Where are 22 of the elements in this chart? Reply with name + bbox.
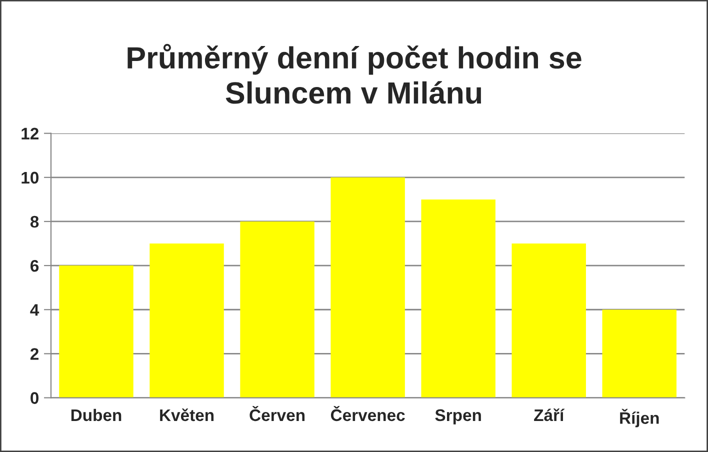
x-tick-label: Duben <box>71 408 122 422</box>
bar <box>512 244 586 398</box>
bar <box>59 266 134 398</box>
y-tick-label: 0 <box>30 392 38 404</box>
y-tick-label: 8 <box>30 216 39 228</box>
x-tick-label: Srpen <box>435 409 481 424</box>
y-tick-label: 4 <box>30 304 40 316</box>
y-tick-label: 12 <box>22 128 39 140</box>
chart-title: Průměrný denní počet hodin se Sluncem v Milánu <box>128 44 582 104</box>
y-tick-label: 2 <box>30 348 39 360</box>
x-tick-label: Červenec <box>330 406 405 422</box>
bar <box>330 177 405 398</box>
y-tick-label: 10 <box>22 172 38 184</box>
bar <box>421 199 496 398</box>
bar <box>240 221 314 398</box>
bar <box>602 310 676 398</box>
x-tick-label: Září <box>534 408 565 422</box>
x-tick-label: Květen <box>160 408 214 422</box>
bar <box>150 244 224 398</box>
x-tick-label: Červen <box>250 406 305 422</box>
y-tick-label: 6 <box>30 260 39 272</box>
x-tick-label: Říjen <box>620 408 659 428</box>
